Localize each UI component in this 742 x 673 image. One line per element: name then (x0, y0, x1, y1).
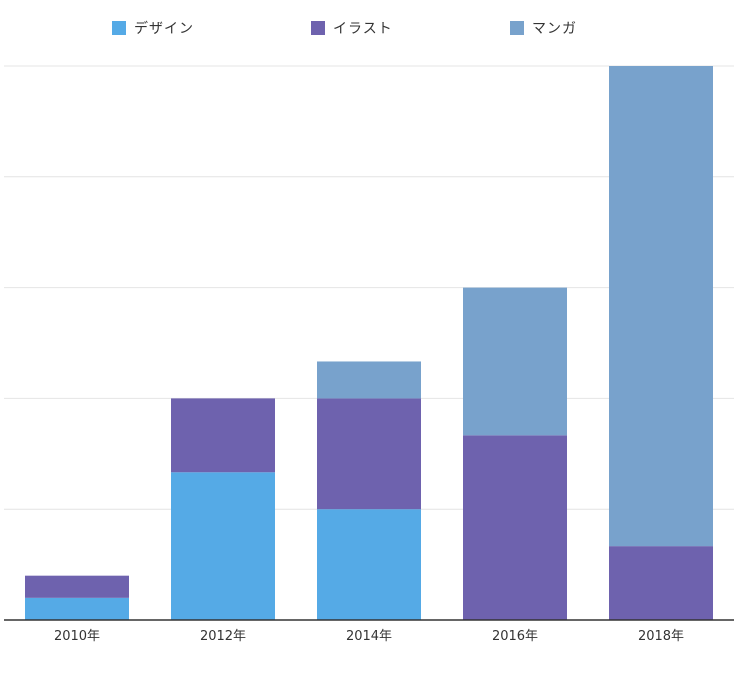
legend-label-manga: マンガ (532, 21, 577, 37)
x-tick-label: 2010年 (54, 629, 100, 644)
bar-segment-4-2[interactable] (609, 66, 713, 547)
legend-swatch-design (112, 21, 126, 35)
bar-segment-3-1[interactable] (463, 435, 567, 620)
bar-segment-2-2[interactable] (317, 361, 421, 399)
bar-segment-3-2[interactable] (463, 287, 567, 436)
legend-item-manga[interactable]: マンガ (510, 16, 577, 40)
legend-label-illustration: イラスト (333, 21, 393, 37)
bar-segment-2-0[interactable] (317, 509, 421, 620)
x-tick-label: 2016年 (492, 629, 538, 644)
legend-label-design: デザイン (134, 21, 194, 37)
bar-segment-2-1[interactable] (317, 398, 421, 510)
bar-segment-0-0[interactable] (25, 597, 129, 620)
legend-swatch-manga (510, 21, 524, 35)
legend-swatch-illustration (311, 21, 325, 35)
x-tick-label: 2018年 (638, 629, 684, 644)
bar-segment-0-1[interactable] (25, 575, 129, 598)
legend-item-illustration[interactable]: イラスト (311, 16, 393, 40)
bar-segment-1-1[interactable] (171, 398, 275, 473)
x-tick-label: 2014年 (346, 629, 392, 644)
legend: デザイン イラスト マンガ (0, 16, 742, 40)
x-tick-label: 2012年 (200, 629, 246, 644)
bar-segment-4-1[interactable] (609, 546, 713, 620)
legend-item-design[interactable]: デザイン (112, 16, 194, 40)
bar-segment-1-0[interactable] (171, 472, 275, 620)
